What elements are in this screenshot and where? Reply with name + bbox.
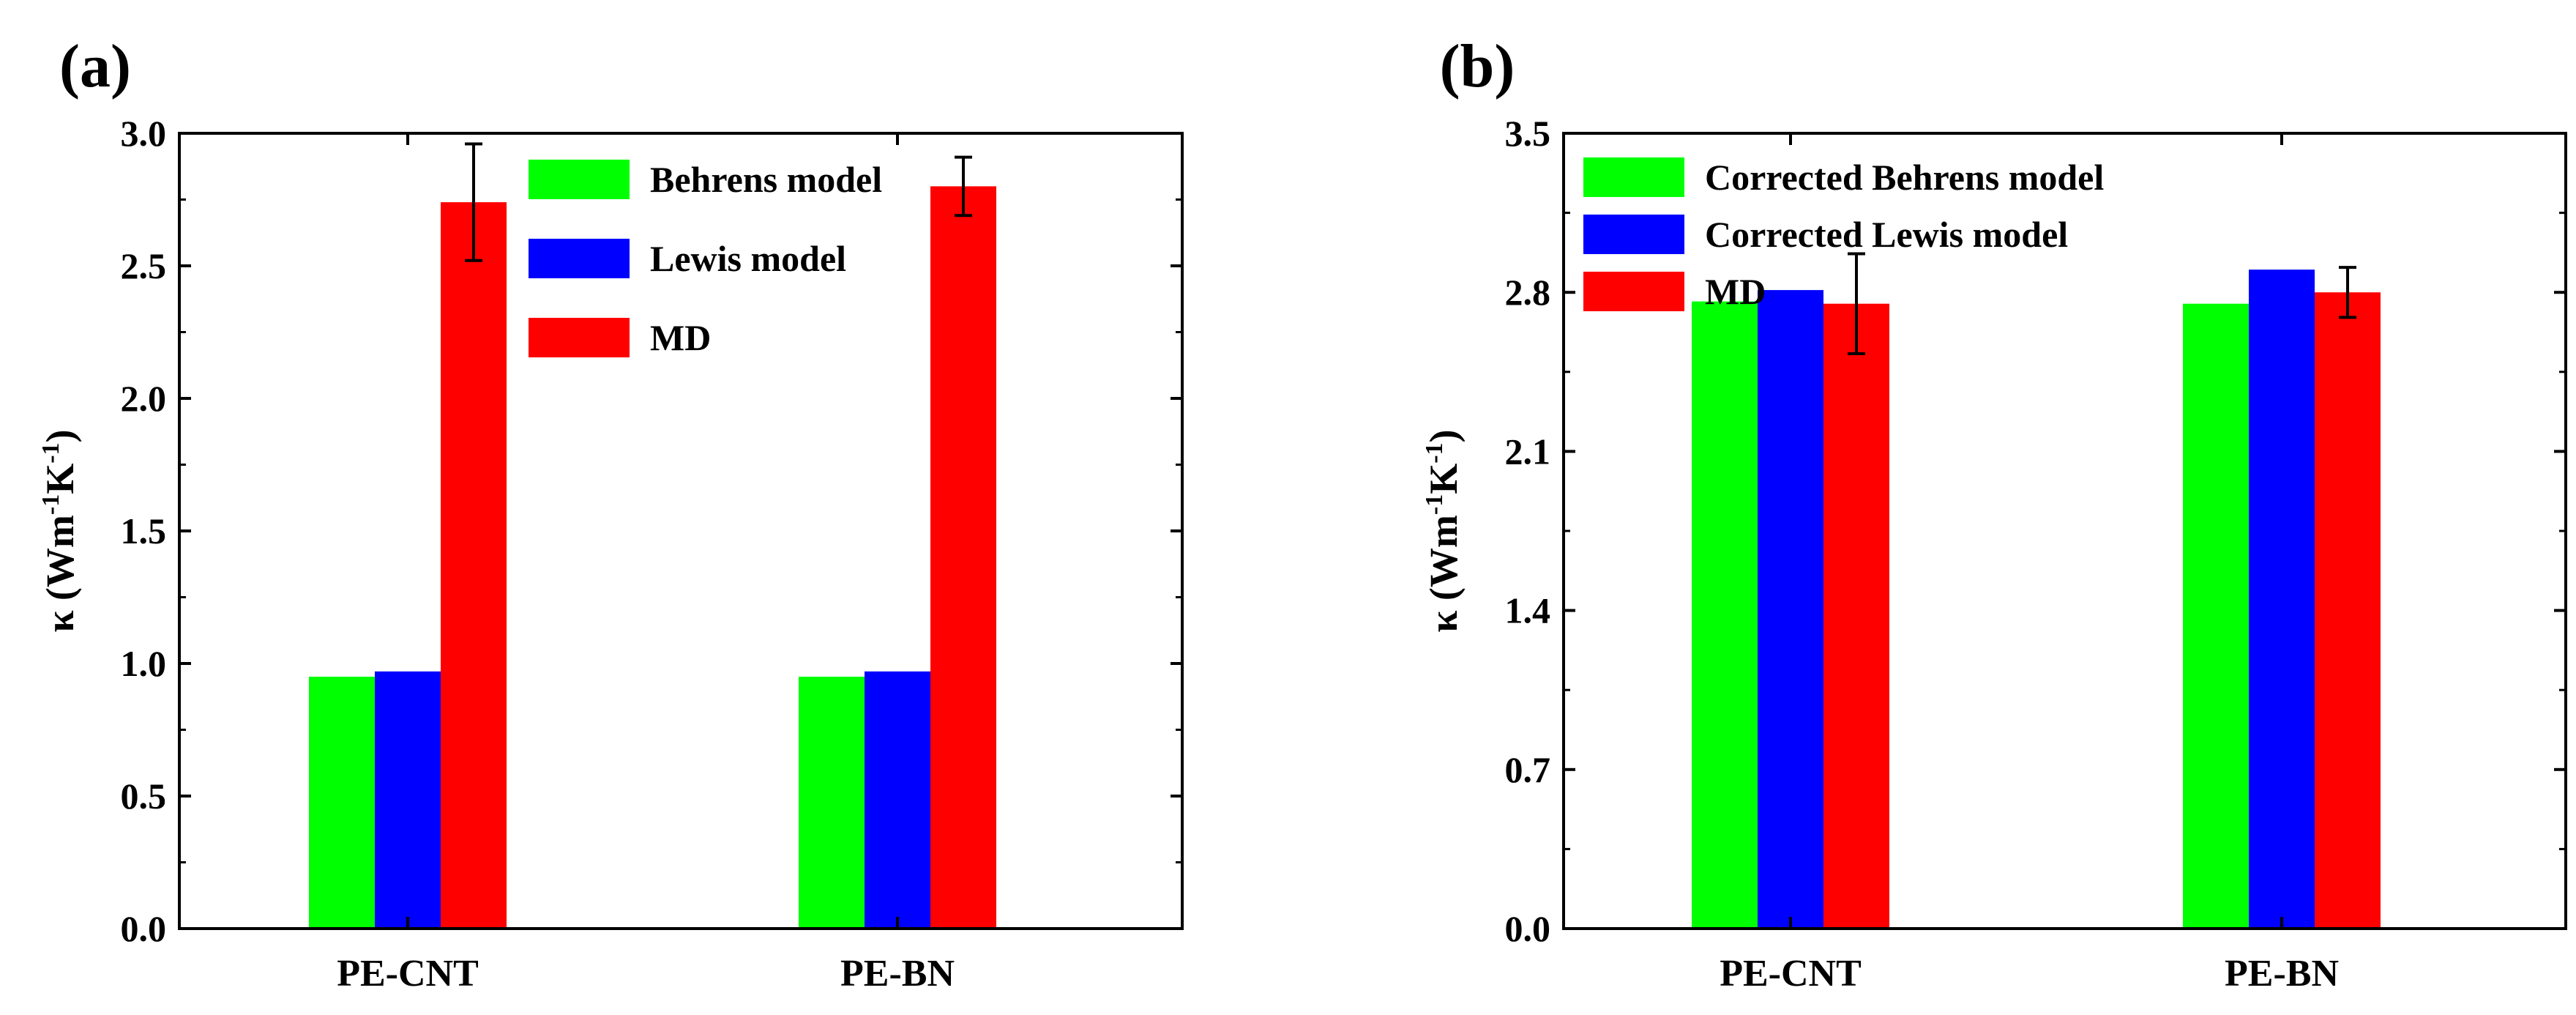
legend-swatch [529,160,630,199]
error-bar [2339,266,2356,319]
y-tick-label: 3.5 [1505,113,1551,154]
y-tick-label: 2.1 [1505,431,1551,472]
y-axis-title-suffix: ) [1422,429,1466,442]
y-tick-label: 2.5 [121,245,167,286]
bar-corrected-behrens-model-pe-bn [2183,303,2249,929]
legend-label: Corrected Behrens model [1705,157,2104,198]
legend-label: MD [1705,271,1766,312]
y-axis-title-sup: -1 [37,494,64,515]
bar-lewis-model-pe-bn [865,671,930,929]
bar-lewis-model-pe-cnt [375,671,441,929]
panel-label: (b) [1440,32,1515,100]
legend-swatch [1583,215,1684,254]
y-axis-title: κ (Wm-1K-1) [37,429,82,632]
chart-panel-1: (b)0.00.71.42.12.83.5PE-CNT PE-BNκ (Wm-1K… [1421,32,2567,994]
error-bar [465,142,482,262]
legend: Corrected Behrens model Corrected Lewis m… [1583,157,2104,312]
bar-behrens-model-pe-cnt [309,677,375,929]
bar-md-pe-bn [930,186,996,929]
y-axis-title-sup: -1 [37,442,64,463]
y-axis-title-mid: K [38,464,82,494]
x-tick-label: PE-BN [840,953,955,994]
y-tick-label: 1.4 [1505,590,1551,631]
legend-swatch [529,239,630,278]
y-tick-label: 3.0 [121,113,167,154]
y-tick-label: 1.0 [121,643,167,684]
y-tick-label: 0.0 [121,908,167,949]
x-tick-label: PE-CNT [1720,953,1862,994]
bar-md-pe-cnt [1823,303,1889,929]
bar-md-pe-cnt [441,202,507,929]
legend-label: MD [650,317,711,358]
y-tick-label: 0.0 [1505,908,1551,949]
x-tick-label: PE-CNT [337,953,479,994]
legend: Behrens model Lewis model MD [529,159,882,358]
y-axis-title-suffix: ) [38,429,82,442]
y-axis-title-mid: K [1422,464,1466,494]
y-axis-title-prefix: κ (Wm [38,515,82,632]
y-tick-label: 2.0 [121,378,167,419]
panel-label: (a) [59,32,131,100]
y-axis-title-prefix: κ (Wm [1422,515,1466,632]
bar-behrens-model-pe-bn [799,677,865,929]
legend-swatch [1583,272,1684,311]
y-axis-title: κ (Wm-1K-1) [1421,429,1466,632]
bar-corrected-lewis-model-pe-cnt [1758,290,1823,929]
legend-swatch [529,318,630,357]
legend-swatch [1583,157,1684,197]
y-tick-label: 0.5 [121,776,167,817]
chart-panel-0: (a) 0.0 0.5 1.0 1.5 2.0 2.5 3.0 PE-CNT PE-BN κ (Wm… [37,32,1184,994]
bar-md-pe-bn [2315,292,2381,929]
legend-label: Lewis model [650,238,846,279]
y-tick-label: 2.8 [1505,272,1551,313]
y-axis-title-sup: -1 [1421,494,1448,515]
error-bar [955,155,972,218]
bar-corrected-behrens-model-pe-cnt [1692,301,1758,929]
y-tick-label: 1.5 [121,510,167,551]
y-tick-label: 0.7 [1505,749,1551,790]
legend-label: Corrected Lewis model [1705,214,2068,255]
y-axis-title-sup: -1 [1421,442,1448,463]
bar-corrected-lewis-model-pe-bn [2249,269,2315,929]
x-tick-label: PE-BN [2225,953,2339,994]
error-bar [1848,252,1865,355]
legend-label: Behrens model [650,159,882,200]
